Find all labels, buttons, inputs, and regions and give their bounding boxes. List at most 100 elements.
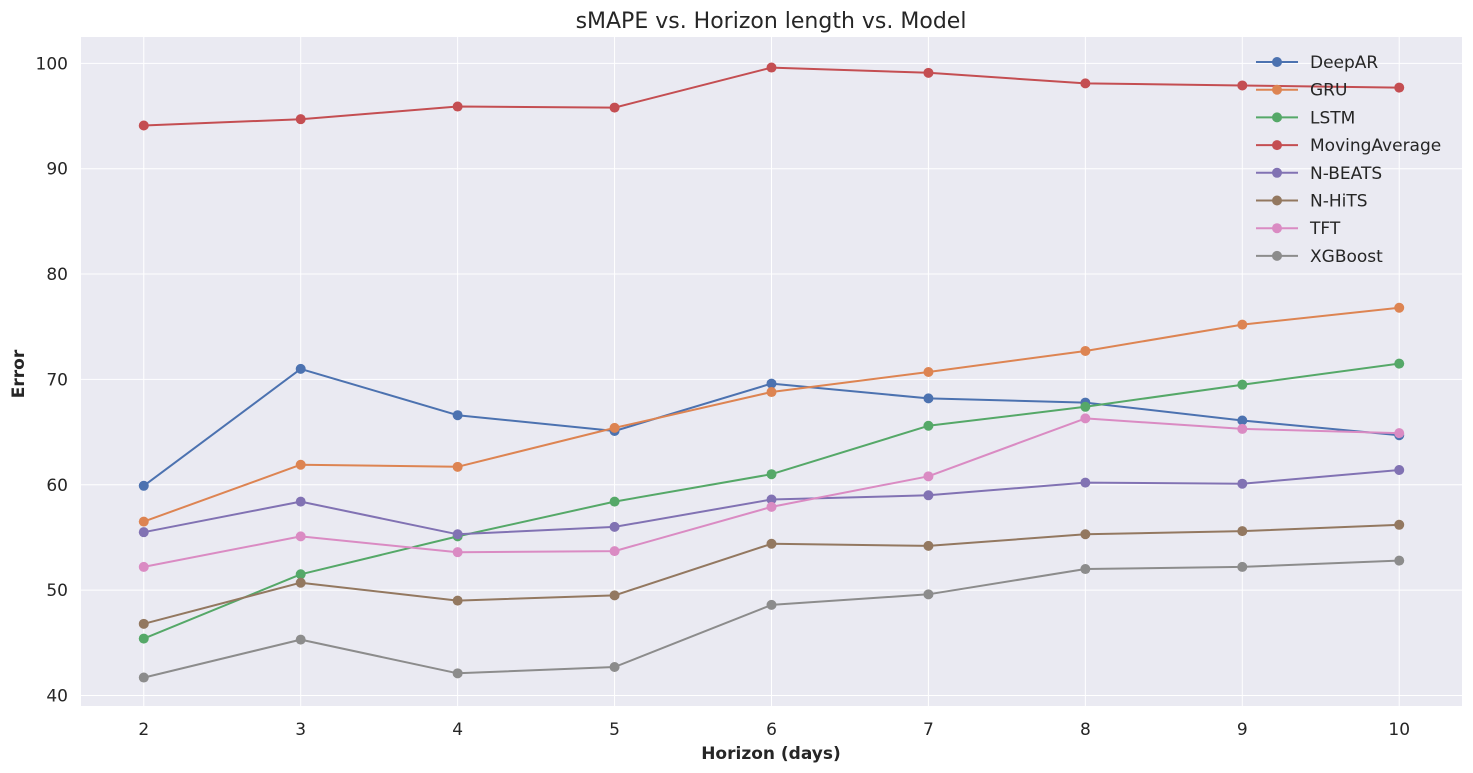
legend-label-movingaverage: MovingAverage bbox=[1310, 136, 1441, 156]
y-tick-label: 100 bbox=[36, 54, 68, 74]
legend-marker-deepar bbox=[1272, 57, 1282, 67]
data-point-lstm bbox=[1394, 358, 1405, 369]
legend-label-deepar: DeepAR bbox=[1310, 53, 1378, 73]
data-point-n-hits bbox=[1237, 526, 1248, 537]
data-point-deepar bbox=[1237, 415, 1248, 426]
data-point-movingaverage bbox=[138, 120, 149, 131]
legend-item-n-beats: N-BEATS bbox=[1256, 164, 1382, 184]
data-point-lstm bbox=[923, 420, 934, 431]
y-tick-label: 40 bbox=[46, 686, 68, 706]
x-tick-label: 3 bbox=[295, 720, 306, 740]
x-axis-label: Horizon (days) bbox=[701, 744, 841, 764]
data-point-tft bbox=[452, 547, 463, 558]
chart-title: sMAPE vs. Horizon length vs. Model bbox=[576, 9, 967, 34]
legend-item-tft: TFT bbox=[1256, 219, 1341, 239]
x-tick-label: 7 bbox=[923, 720, 934, 740]
data-point-n-hits bbox=[452, 595, 463, 606]
y-axis-label: Error bbox=[9, 349, 29, 398]
data-point-lstm bbox=[295, 569, 306, 580]
data-point-gru bbox=[609, 422, 620, 433]
data-point-tft bbox=[1237, 423, 1248, 434]
y-tick-label: 60 bbox=[46, 476, 68, 496]
data-point-tft bbox=[138, 561, 149, 572]
data-point-n-hits bbox=[1080, 529, 1091, 540]
data-point-gru bbox=[1080, 345, 1091, 356]
data-point-n-hits bbox=[138, 618, 149, 629]
data-point-xgboost bbox=[1394, 555, 1405, 566]
x-tick-label: 2 bbox=[138, 720, 149, 740]
data-point-lstm bbox=[138, 633, 149, 644]
data-point-gru bbox=[923, 367, 934, 378]
legend-marker-gru bbox=[1272, 84, 1282, 95]
data-point-lstm bbox=[609, 496, 620, 507]
x-tick-label: 10 bbox=[1388, 720, 1410, 740]
legend-marker-n-beats bbox=[1272, 167, 1282, 178]
data-point-n-beats bbox=[1394, 465, 1405, 476]
data-point-movingaverage bbox=[452, 101, 463, 112]
data-point-deepar bbox=[766, 378, 777, 389]
data-point-xgboost bbox=[609, 662, 620, 673]
data-point-movingaverage bbox=[1394, 82, 1405, 93]
x-axis-ticks: 2 3 4 5 6 7 8 9 10 bbox=[138, 720, 1410, 740]
data-point-xgboost bbox=[1237, 561, 1248, 572]
data-point-gru bbox=[452, 461, 463, 472]
data-point-tft bbox=[295, 531, 306, 542]
legend-marker-movingaverage bbox=[1272, 140, 1282, 151]
series-gru bbox=[138, 302, 1405, 527]
data-point-lstm bbox=[1080, 401, 1091, 412]
data-point-movingaverage bbox=[1080, 78, 1091, 89]
data-point-deepar bbox=[138, 480, 149, 491]
y-tick-label: 90 bbox=[46, 160, 68, 180]
series-movingaverage bbox=[138, 62, 1405, 131]
x-tick-label: 4 bbox=[452, 720, 463, 740]
data-point-gru bbox=[1237, 319, 1248, 330]
legend-label-tft: TFT bbox=[1309, 219, 1341, 239]
data-point-movingaverage bbox=[295, 114, 306, 125]
data-point-n-beats bbox=[295, 496, 306, 507]
data-point-n-hits bbox=[766, 538, 777, 549]
data-point-n-beats bbox=[452, 529, 463, 540]
data-point-xgboost bbox=[138, 672, 149, 683]
grid-lines bbox=[81, 37, 1462, 706]
y-axis-ticks: 40 50 60 70 80 90 100 bbox=[36, 54, 68, 706]
legend-marker-lstm bbox=[1272, 112, 1282, 123]
legend-marker-tft bbox=[1272, 223, 1282, 234]
data-point-n-beats bbox=[138, 527, 149, 538]
data-point-tft bbox=[609, 546, 620, 557]
x-tick-label: 5 bbox=[609, 720, 620, 740]
data-point-tft bbox=[1080, 413, 1091, 424]
data-point-xgboost bbox=[295, 634, 306, 645]
data-point-xgboost bbox=[1080, 564, 1091, 575]
legend-label-lstm: LSTM bbox=[1310, 108, 1355, 128]
legend-item-xgboost: XGBoost bbox=[1256, 247, 1383, 267]
series-xgboost bbox=[138, 555, 1405, 683]
legend-label-xgboost: XGBoost bbox=[1310, 247, 1383, 267]
x-tick-label: 6 bbox=[766, 720, 777, 740]
data-point-movingaverage bbox=[766, 62, 777, 73]
series-n-beats bbox=[138, 465, 1405, 540]
legend-label-n-hits: N-HiTS bbox=[1310, 192, 1368, 212]
data-point-movingaverage bbox=[609, 102, 620, 113]
legend-label-gru: GRU bbox=[1310, 81, 1347, 101]
data-point-n-beats bbox=[923, 490, 934, 501]
data-point-n-beats bbox=[609, 521, 620, 532]
legend-item-movingaverage: MovingAverage bbox=[1256, 136, 1441, 156]
data-point-gru bbox=[1394, 302, 1405, 313]
legend-item-n-hits: N-HiTS bbox=[1256, 192, 1368, 212]
data-point-n-hits bbox=[609, 590, 620, 601]
legend-item-lstm: LSTM bbox=[1256, 108, 1355, 128]
legend: DeepAR GRU LSTM MovingAverage N-BEATS N-HiTS T… bbox=[1256, 53, 1441, 267]
data-point-xgboost bbox=[923, 589, 934, 600]
y-tick-label: 70 bbox=[46, 370, 68, 390]
y-tick-label: 50 bbox=[46, 581, 68, 601]
x-tick-label: 8 bbox=[1080, 720, 1091, 740]
data-point-gru bbox=[295, 459, 306, 470]
data-point-gru bbox=[766, 387, 777, 398]
data-point-deepar bbox=[295, 363, 306, 374]
data-point-xgboost bbox=[452, 668, 463, 679]
data-point-n-beats bbox=[1237, 478, 1248, 489]
data-point-n-hits bbox=[1394, 519, 1405, 530]
series-group bbox=[138, 62, 1405, 683]
legend-label-n-beats: N-BEATS bbox=[1310, 164, 1382, 184]
